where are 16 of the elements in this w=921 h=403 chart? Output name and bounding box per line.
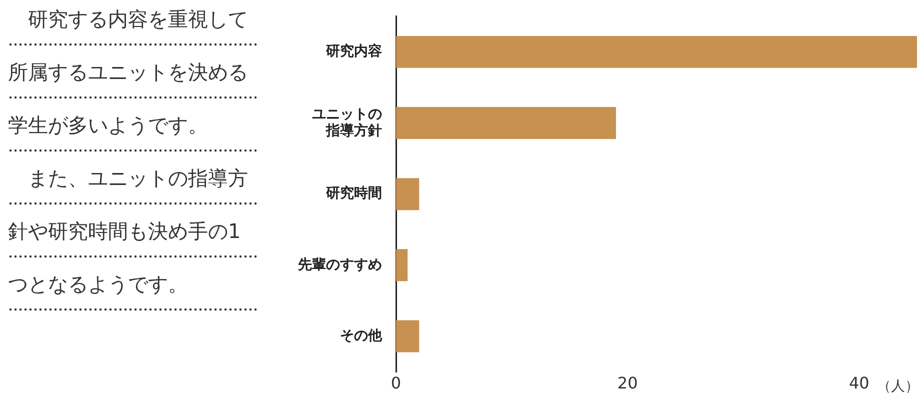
x-tick-label: 40: [848, 374, 870, 393]
y-tick-label: 研究時間: [325, 184, 382, 202]
bar: [396, 249, 408, 282]
text: また、ユニットの指導方針や研究時間も決め手の1つとなるようです。: [8, 166, 248, 296]
bar: [396, 320, 420, 352]
x-tick-label: 0: [390, 374, 402, 393]
bar: [396, 107, 616, 140]
x-tick-label: 20: [617, 374, 638, 393]
bar: [396, 36, 917, 68]
x-axis-title: （人）: [877, 378, 919, 395]
y-tick-label: 先輩のすすめ: [297, 256, 382, 273]
y-tick-label: その他: [340, 328, 383, 344]
y-tick-label: ユニットの指導方針: [312, 106, 382, 140]
y-tick-label: 研究内容: [325, 42, 382, 60]
bar: [396, 178, 420, 210]
text: 研究する内容を重視して所属するユニットを決める学生が多いようです。: [8, 7, 248, 137]
